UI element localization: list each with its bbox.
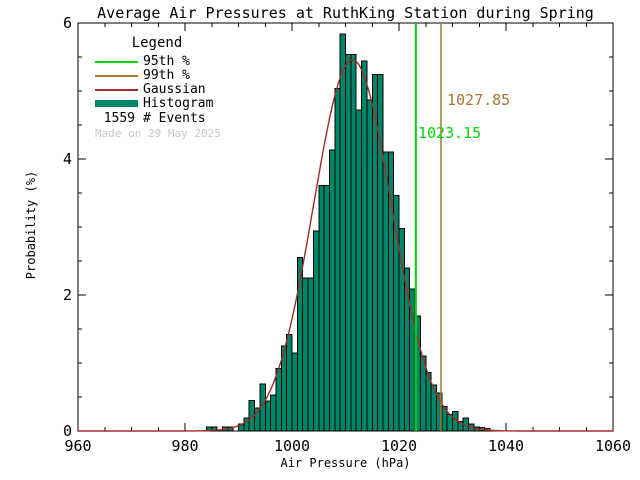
x-tick-label-960: 960 <box>64 437 92 455</box>
y-tick-label-6: 6 <box>62 14 72 32</box>
p95-value-label: 1023.15 <box>418 124 482 142</box>
histogram-bar <box>312 230 320 432</box>
legend-events-label: # Events <box>143 111 206 126</box>
histogram-bar <box>275 367 282 432</box>
histogram-bars <box>205 33 491 432</box>
made-on-stamp: Made on 29 May 2025 <box>95 127 221 140</box>
legend-gaussian-line-sample <box>95 89 138 91</box>
histogram-bar <box>328 149 336 432</box>
x-axis-title: Air Pressure (hPa) <box>280 456 411 470</box>
legend-events-count: 1559 <box>103 111 135 126</box>
gaussian-curve <box>78 59 613 432</box>
p99-value-label: 1027.85 <box>447 91 511 109</box>
histogram-bar <box>334 87 341 432</box>
histogram-bar <box>318 185 325 432</box>
legend-99th-label: 99th % <box>143 68 190 83</box>
histogram-bar <box>350 53 357 432</box>
legend-header: Legend <box>131 35 183 51</box>
histogram-bar <box>345 53 352 432</box>
histogram-bar <box>366 99 373 432</box>
histogram-bar <box>398 227 405 432</box>
y-tick-label-2: 2 <box>62 286 72 304</box>
legend-95th-label: 95th % <box>143 54 190 69</box>
x-tick-label-1000: 1000 <box>273 437 311 455</box>
histogram-bar <box>302 277 309 432</box>
histogram-bar <box>361 60 368 432</box>
histogram-bar <box>419 355 427 432</box>
legend-histogram-label: Histogram <box>143 96 214 111</box>
histogram-bar <box>307 277 314 432</box>
histogram-bar <box>264 400 272 432</box>
legend-99th-line-sample <box>95 75 138 77</box>
histogram-bar <box>382 151 389 432</box>
y-tick-label-4: 4 <box>62 150 72 168</box>
x-tick-label-1040: 1040 <box>487 437 525 455</box>
x-tick-label-980: 980 <box>171 437 199 455</box>
x-tick-label-1060: 1060 <box>594 437 632 455</box>
y-axis-title: Probability (%) <box>24 170 38 280</box>
y-tick-label-0: 0 <box>62 422 72 440</box>
histogram-bar <box>355 109 363 432</box>
legend-95th-line-sample <box>95 61 138 63</box>
legend-histogram-swatch <box>95 100 138 107</box>
x-tick-label-1020: 1020 <box>380 437 418 455</box>
histogram-bar <box>377 74 384 432</box>
histogram-bar <box>339 33 347 432</box>
axis-ticks <box>77 22 614 432</box>
legend-gaussian-label: Gaussian <box>143 82 206 97</box>
histogram-bar <box>323 185 330 432</box>
histogram-bar <box>270 394 277 432</box>
histogram-bar <box>291 352 298 432</box>
chart-title: Average Air Pressures at RuthKing Statio… <box>97 4 594 22</box>
histogram-bar <box>286 333 293 432</box>
